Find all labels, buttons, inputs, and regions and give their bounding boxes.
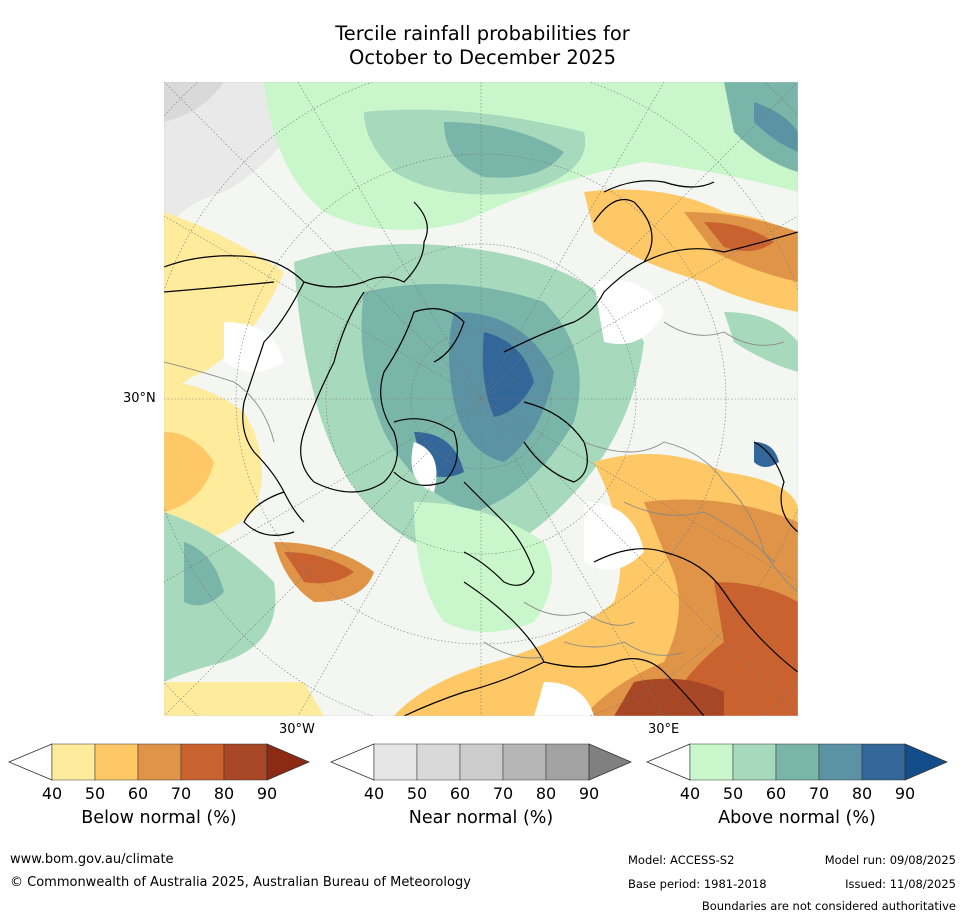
- probability-map: [163, 81, 799, 717]
- coastlines: [164, 180, 798, 716]
- graticule: [164, 82, 798, 716]
- colorbar-above-swatches: [645, 743, 949, 781]
- tick: 80: [213, 784, 235, 803]
- tick: 90: [256, 784, 278, 803]
- tick: 60: [449, 784, 471, 803]
- model-text: Model: ACCESS-S2: [628, 853, 735, 867]
- tick: 40: [41, 784, 63, 803]
- colorbar-near-label: Near normal (%): [408, 808, 554, 828]
- tick: 60: [765, 784, 787, 803]
- colorbar-below-label: Below normal (%): [81, 808, 237, 828]
- above-normal-region: [444, 122, 564, 178]
- above-normal-region: [754, 442, 779, 467]
- tick: 50: [84, 784, 106, 803]
- above-normal-region: [482, 332, 534, 417]
- colorbar-above-label: Above normal (%): [718, 808, 876, 828]
- colorbar-near-normal: [329, 743, 633, 781]
- disclaimer-text: Boundaries are not considered authoritat…: [701, 899, 956, 913]
- colorbar-below-swatches: [7, 743, 311, 781]
- tick: 50: [722, 784, 744, 803]
- copyright-text: © Commonwealth of Australia 2025, Austra…: [10, 875, 471, 890]
- white-region: [411, 442, 437, 492]
- below-normal-region: [164, 212, 284, 412]
- colorbar-near-swatches: [329, 743, 633, 781]
- country-borders: [164, 321, 798, 659]
- longitude-label-east: 30°E: [648, 722, 680, 737]
- tick: 70: [492, 784, 514, 803]
- map-title: Tercile rainfall probabilities for Octob…: [0, 22, 965, 70]
- tick: 80: [851, 784, 873, 803]
- tick: 40: [679, 784, 701, 803]
- above-normal-region: [184, 542, 224, 606]
- below-normal-region: [284, 552, 354, 584]
- below-normal-region: [164, 432, 214, 512]
- issued-text: Issued: 11/08/2025: [845, 877, 956, 891]
- model-run-text: Model run: 09/08/2025: [824, 853, 956, 867]
- near-normal-region: [164, 82, 224, 122]
- website-link[interactable]: www.bom.gov.au/climate: [10, 852, 174, 867]
- white-region: [584, 502, 644, 570]
- above-normal-region: [414, 502, 552, 632]
- white-region: [534, 682, 594, 716]
- colorbar-above-normal: [645, 743, 949, 781]
- latitude-label: 30°N: [123, 391, 156, 406]
- colorbar-below-normal: [7, 743, 311, 781]
- tick: 90: [578, 784, 600, 803]
- title-line-2: October to December 2025: [349, 46, 616, 69]
- title-line-1: Tercile rainfall probabilities for: [335, 22, 630, 45]
- tick: 70: [808, 784, 830, 803]
- tick: 60: [127, 784, 149, 803]
- white-region: [594, 280, 664, 344]
- map-svg: [163, 81, 799, 717]
- above-normal-region: [754, 102, 798, 152]
- tick: 90: [894, 784, 916, 803]
- above-normal-region: [724, 312, 798, 372]
- tick: 40: [363, 784, 385, 803]
- base-period-text: Base period: 1981-2018: [628, 877, 767, 891]
- tick: 80: [535, 784, 557, 803]
- tick: 70: [170, 784, 192, 803]
- tick: 50: [406, 784, 428, 803]
- longitude-label-west: 30°W: [279, 722, 315, 737]
- below-normal-region: [164, 682, 324, 716]
